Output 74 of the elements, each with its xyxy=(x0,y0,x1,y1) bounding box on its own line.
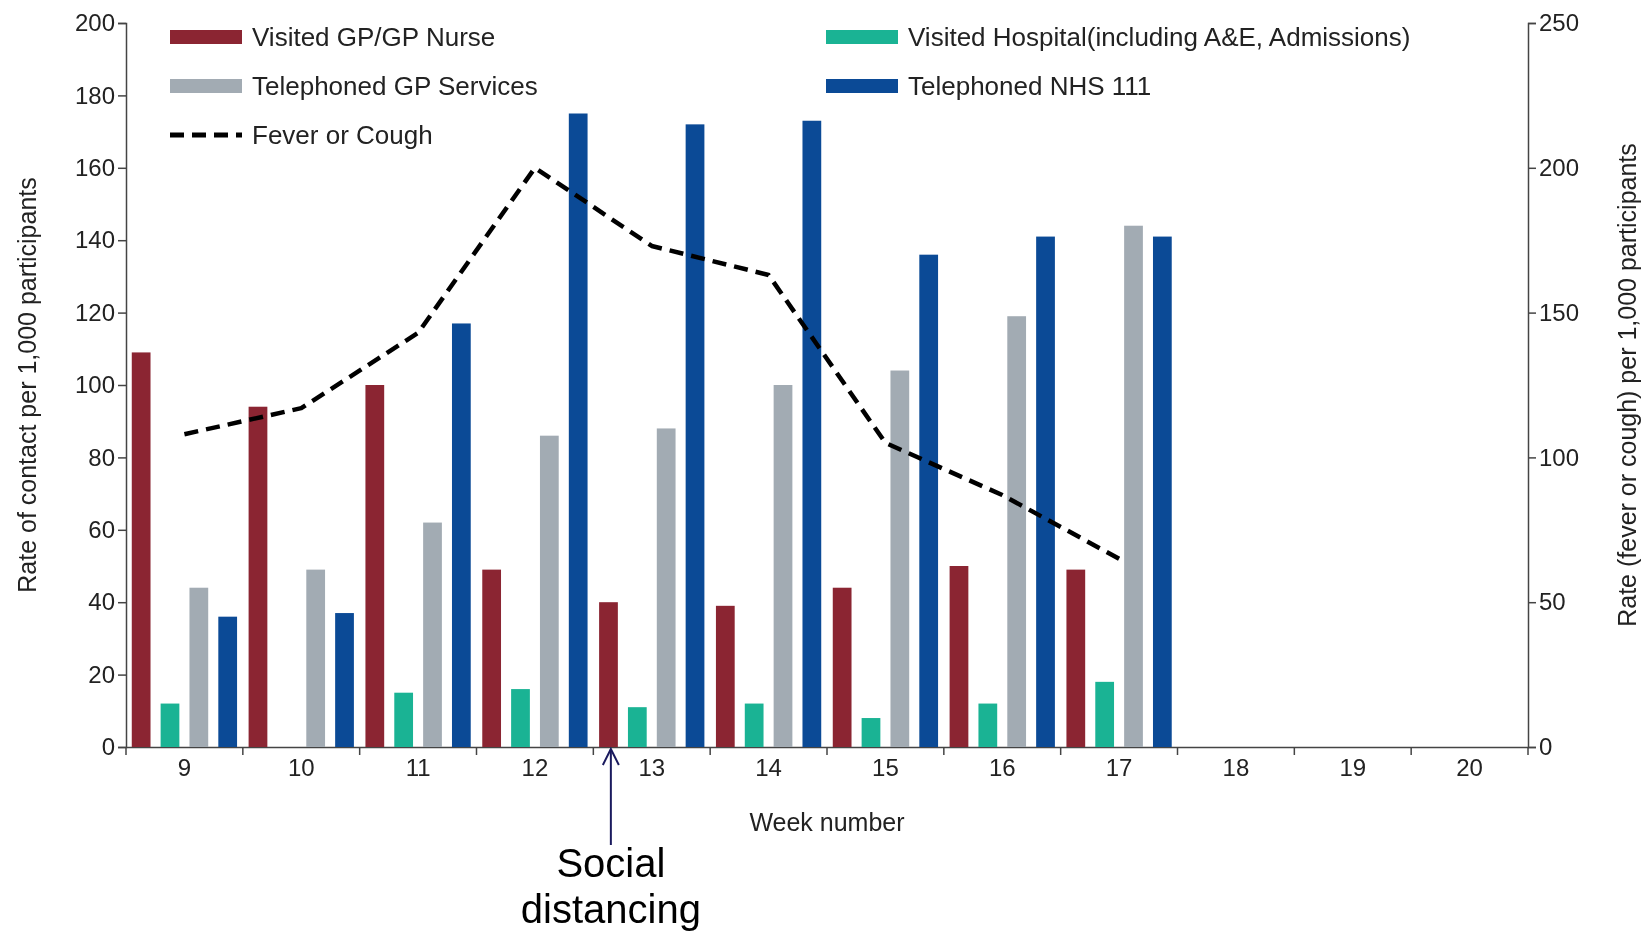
x-tick-label: 12 xyxy=(521,754,549,782)
legend-label: Visited Hospital(including A&E, Admissions) xyxy=(908,22,1411,52)
y-tick-label: 140 xyxy=(74,226,115,254)
bar xyxy=(394,692,414,747)
y-tick-label: 160 xyxy=(74,153,115,181)
bar xyxy=(131,352,151,747)
y2-axis-title: Rate (fever or cough) per 1,000 participants xyxy=(1613,143,1641,627)
x-tick-label: 18 xyxy=(1222,754,1250,782)
bar xyxy=(539,435,559,747)
bar xyxy=(861,718,881,747)
bar xyxy=(365,385,385,747)
x-tick-label: 16 xyxy=(988,754,1016,782)
y-tick-label: 120 xyxy=(74,298,115,326)
x-tick-label: 17 xyxy=(1105,754,1133,782)
y2-tick-label: 50 xyxy=(1539,588,1566,616)
x-tick-label: 9 xyxy=(177,754,192,782)
x-tick-label: 10 xyxy=(287,754,315,782)
y-tick-label: 0 xyxy=(101,733,115,761)
legend-label: Telephoned GP Services xyxy=(252,71,538,101)
y-tick-label: 40 xyxy=(88,588,115,616)
legend-label: Telephoned NHS 111 xyxy=(908,71,1152,101)
x-tick-label: 20 xyxy=(1456,754,1483,782)
y-tick-label: 180 xyxy=(74,81,115,109)
bar xyxy=(744,703,764,747)
bar xyxy=(482,569,502,747)
bar xyxy=(978,703,998,747)
bar xyxy=(599,602,618,747)
bar xyxy=(715,605,735,747)
bar xyxy=(423,522,442,747)
bar xyxy=(685,124,705,747)
x-tick-label: 19 xyxy=(1339,754,1367,782)
bar xyxy=(1036,236,1055,747)
legend-label: Fever or Cough xyxy=(252,120,433,150)
bar xyxy=(511,689,530,747)
bar xyxy=(890,370,910,747)
y-tick-label: 60 xyxy=(88,515,115,543)
x-tick-label: 15 xyxy=(872,754,899,782)
bar xyxy=(160,703,180,747)
bar xyxy=(1124,225,1143,747)
bar xyxy=(218,616,238,747)
bar xyxy=(306,569,326,747)
text: Social distancing xyxy=(520,841,701,931)
x-tick-label: 13 xyxy=(638,754,666,782)
bar xyxy=(1007,316,1027,747)
y-axis-title: Rate of contact per 1,000 participants xyxy=(13,177,41,593)
y2-tick-label: 200 xyxy=(1539,153,1580,181)
bar xyxy=(802,120,822,747)
bar xyxy=(189,587,209,747)
legend-label: Visited GP/GP Nurse xyxy=(252,22,496,52)
x-axis-title: Week number xyxy=(749,808,905,836)
bar xyxy=(248,406,268,747)
line-series xyxy=(182,165,1122,562)
bar xyxy=(1066,569,1086,747)
y-tick-label: 100 xyxy=(74,371,115,399)
bar xyxy=(773,385,793,747)
bar xyxy=(335,613,354,747)
y2-tick-label: 100 xyxy=(1539,443,1580,471)
bar xyxy=(451,323,471,747)
bar xyxy=(656,428,676,747)
bar xyxy=(949,566,969,747)
bar xyxy=(1152,236,1172,747)
bar xyxy=(568,113,588,747)
bar xyxy=(919,254,939,747)
x-tick-label: 11 xyxy=(405,754,431,782)
y2-tick-label: 150 xyxy=(1539,298,1580,326)
y2-tick-label: 250 xyxy=(1539,9,1580,37)
bar xyxy=(1095,681,1115,747)
bar xyxy=(832,587,852,747)
y-tick-label: 20 xyxy=(88,660,115,688)
bar xyxy=(627,707,647,747)
y-tick-label: 200 xyxy=(74,9,115,37)
y-tick-label: 80 xyxy=(88,443,115,471)
y2-tick-label: 0 xyxy=(1539,733,1553,761)
x-tick-label: 14 xyxy=(755,754,782,782)
